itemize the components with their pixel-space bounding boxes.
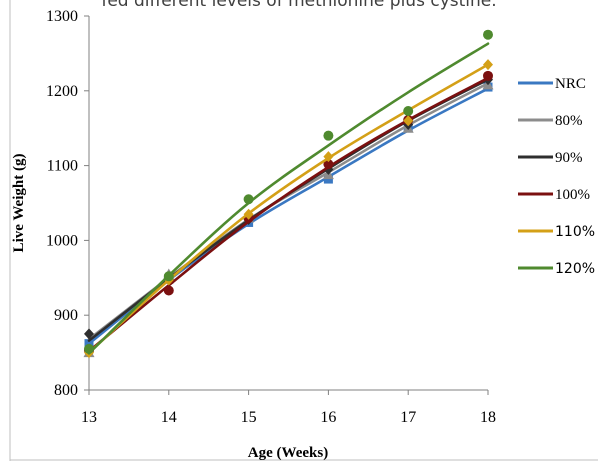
y-tick-label: 1000 (46, 232, 78, 249)
legend-label-100pct: 100% (555, 187, 590, 203)
data-point-110pct (243, 208, 254, 220)
series-110pct (84, 59, 493, 359)
series-line-nrc (87, 87, 490, 345)
legend: NRC 80% 90% 100% 110% 120% (518, 76, 595, 277)
legend-label-nrc: NRC (555, 76, 586, 92)
x-tick-label: 15 (241, 409, 257, 426)
data-point-110pct (323, 151, 334, 163)
x-tick-label: 18 (480, 409, 496, 426)
data-point-120pct (403, 105, 414, 116)
x-tick-label: 16 (320, 409, 336, 426)
y-tick-label: 800 (54, 382, 78, 399)
chart-title: fed different levels of methionine plus … (101, 0, 497, 11)
y-tick-label: 1100 (47, 158, 78, 175)
data-point-110pct (403, 115, 414, 127)
x-tick-label: 14 (161, 409, 177, 426)
data-point-120pct (323, 130, 334, 141)
data-point-120pct (243, 194, 254, 205)
legend-item-100pct: 100% (518, 187, 590, 203)
legend-label-110pct: 110% (555, 224, 595, 240)
legend-item-90pct: 90% (518, 150, 583, 166)
legend-label-80pct: 80% (555, 113, 583, 129)
data-point-nrc (84, 339, 94, 349)
data-point-90pct (84, 328, 94, 340)
y-tick-label: 1300 (46, 8, 78, 25)
y-tick-label: 900 (54, 307, 78, 324)
series-nrc (84, 82, 493, 349)
series-line-100pct (87, 76, 490, 353)
data-point-110pct (483, 59, 493, 71)
plot-area (9, 0, 598, 461)
x-tick-label: 13 (81, 409, 97, 426)
y-axis-title: Live Weight (g) (11, 154, 27, 253)
legend-item-80pct: 80% (518, 113, 583, 129)
data-point-100pct (163, 285, 174, 296)
data-point-120pct (84, 343, 94, 354)
data-point-120pct (163, 271, 174, 282)
legend-item-nrc: NRC (518, 76, 586, 92)
legend-item-120pct: 120% (518, 261, 595, 277)
legend-label-120pct: 120% (555, 261, 595, 277)
series-line-110pct (87, 63, 490, 354)
x-tick-label: 17 (400, 409, 416, 426)
legend-label-90pct: 90% (555, 150, 583, 166)
series-80pct (83, 79, 494, 358)
series-layer (83, 29, 494, 359)
legend-item-110pct: 110% (518, 224, 595, 240)
data-point-100pct (483, 70, 493, 81)
series-120pct (84, 29, 493, 355)
data-point-100pct (323, 159, 334, 170)
data-point-120pct (483, 29, 493, 40)
axes: 800 900 1000 1100 1200 1300 13 14 15 16 17 18 (46, 8, 496, 426)
series-line-120pct (87, 42, 490, 355)
x-axis-title: Age (Weeks) (248, 445, 328, 461)
y-tick-label: 1200 (46, 83, 78, 100)
